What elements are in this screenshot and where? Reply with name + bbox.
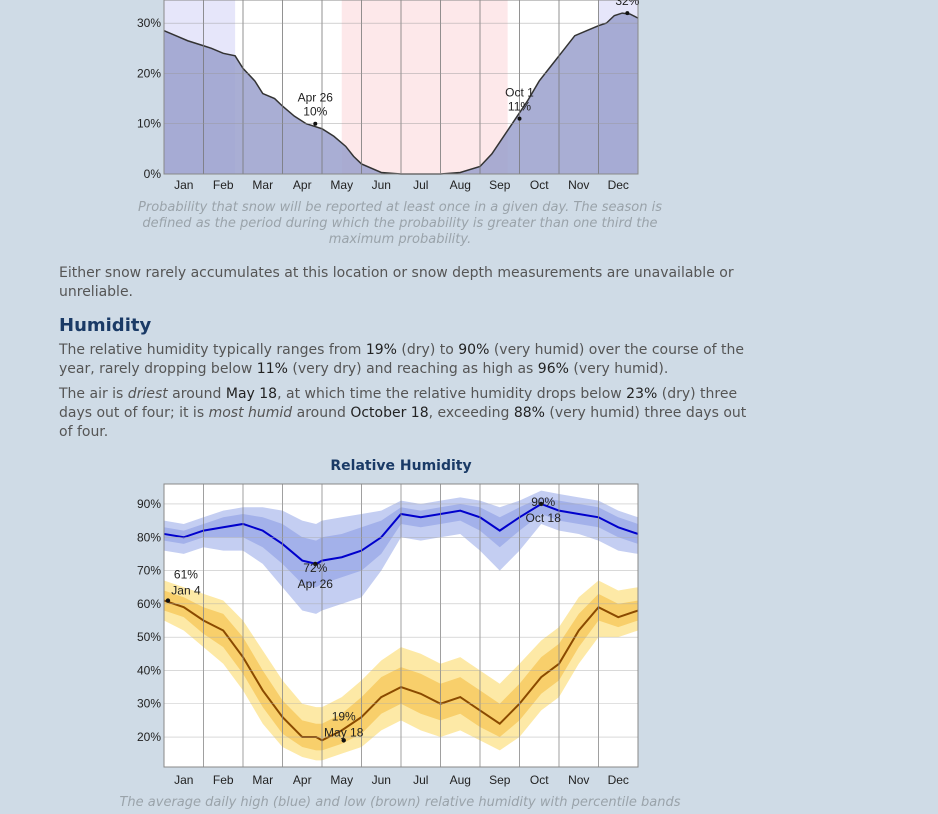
value-driest-threshold: 23%	[626, 386, 658, 402]
annotation-value: 90%	[531, 495, 555, 509]
value-rare-low: 11%	[256, 361, 288, 377]
text-fragment: around	[167, 386, 226, 402]
humidity-chart-title: Relative Humidity	[330, 458, 472, 474]
low-humidity-line	[163, 599, 639, 742]
annotation-date: Oct 1	[505, 86, 534, 100]
annotation-value: 19%	[332, 709, 356, 723]
snow-probability-line	[163, 12, 639, 175]
x-tick-label: Nov	[568, 178, 589, 192]
value-driest-date: May 18	[225, 386, 278, 402]
annotation-marker	[341, 738, 346, 743]
annotation-date: May 18	[324, 725, 364, 739]
x-tick-label: May	[330, 178, 353, 192]
emphasis-most-humid: most humid	[208, 405, 293, 421]
annotation-value: 61%	[174, 568, 198, 582]
annotation-marker	[517, 116, 522, 121]
x-tick-label: Oct	[530, 773, 549, 787]
x-tick-label: Oct	[530, 178, 549, 192]
annotation-value: 32%	[615, 0, 639, 8]
text-fragment: around	[292, 405, 351, 421]
annotation-marker	[313, 121, 318, 126]
x-tick-label: Feb	[213, 178, 234, 192]
annotation-date: Apr 26	[298, 577, 334, 591]
annotation-marker	[539, 501, 544, 507]
annotation-date: Apr 26	[298, 91, 334, 105]
y-tick-label: 50%	[137, 630, 161, 644]
x-tick-label: Mar	[252, 178, 273, 192]
plot-border	[163, 483, 639, 768]
high-humidity-line	[163, 502, 639, 565]
emphasis-driest: driest	[127, 386, 168, 402]
y-tick-label: 20%	[137, 730, 161, 744]
y-tick-label: 90%	[137, 497, 161, 511]
x-tick-label: Apr	[293, 178, 312, 192]
y-tick-label: 30%	[137, 697, 161, 711]
text-fragment: (dry) to	[396, 342, 459, 358]
annotation-value: 11%	[508, 100, 531, 114]
value-rare-high: 96%	[537, 361, 569, 377]
text-fragment: (very dry) and reaching as high as	[287, 361, 538, 377]
x-tick-label: Jun	[372, 773, 391, 787]
y-tick-label: 30%	[137, 16, 161, 30]
text-fragment: (dry) three days out of four; it is	[59, 386, 738, 421]
humidity-range-paragraph: The relative humidity typically ranges f…	[59, 341, 749, 379]
x-tick-label: May	[330, 773, 353, 787]
x-tick-label: Sep	[489, 773, 511, 787]
annotation-marker	[313, 561, 318, 567]
x-tick-label: Jan	[174, 773, 193, 787]
text-fragment: , exceeding	[428, 405, 514, 421]
text-fragment: The relative humidity typically ranges f…	[59, 342, 366, 358]
plot-border	[163, 0, 639, 175]
y-tick-label: 70%	[137, 564, 161, 578]
annotation-value: 10%	[303, 105, 327, 119]
x-tick-label: Mar	[252, 773, 273, 787]
humidity-heading: Humidity	[59, 315, 152, 336]
text-fragment: The air is	[59, 386, 128, 402]
annotation-value: 72%	[303, 561, 327, 575]
value-humid-threshold: 88%	[513, 405, 545, 421]
text-fragment: (very humid) over the course of the year…	[59, 342, 745, 377]
x-tick-label: Dec	[608, 773, 629, 787]
x-tick-label: Jun	[372, 178, 391, 192]
x-tick-label: Apr	[293, 773, 312, 787]
y-tick-label: 0%	[144, 167, 162, 181]
x-tick-label: Jul	[413, 773, 428, 787]
annotation-marker	[625, 11, 630, 16]
humidity-extremes-paragraph: The air is driest around May 18, at whic…	[59, 385, 749, 442]
x-tick-label: Jul	[413, 178, 428, 192]
snow-chart-caption: Probability that snow will be reported a…	[138, 200, 662, 247]
x-tick-label: Feb	[213, 773, 234, 787]
text-fragment: , at which time the relative humidity dr…	[277, 386, 627, 402]
y-tick-label: 80%	[137, 530, 161, 544]
x-tick-label: Jan	[174, 178, 193, 192]
x-tick-label: Sep	[489, 178, 511, 192]
annotation-date: Oct 18	[526, 511, 562, 525]
x-tick-label: Aug	[450, 178, 471, 192]
y-tick-label: 10%	[137, 117, 161, 131]
text-fragment: (very humid).	[568, 361, 669, 377]
x-tick-label: Dec	[608, 178, 629, 192]
y-tick-label: 20%	[137, 66, 161, 80]
snow-depth-note: Either snow rarely accumulates at this l…	[59, 265, 734, 300]
x-tick-label: Aug	[450, 773, 471, 787]
x-tick-label: Nov	[568, 773, 589, 787]
value-low: 19%	[365, 342, 397, 358]
y-tick-label: 60%	[137, 597, 161, 611]
value-humid-date: October 18	[350, 405, 429, 421]
annotation-marker	[165, 598, 171, 603]
value-high: 90%	[458, 342, 490, 358]
y-tick-label: 40%	[137, 663, 161, 677]
humidity-chart-caption: The average daily high (blue) and low (b…	[119, 795, 681, 810]
text-fragment: (very humid) three days out of four.	[59, 405, 747, 440]
annotation-date: Jan 4	[171, 584, 201, 598]
